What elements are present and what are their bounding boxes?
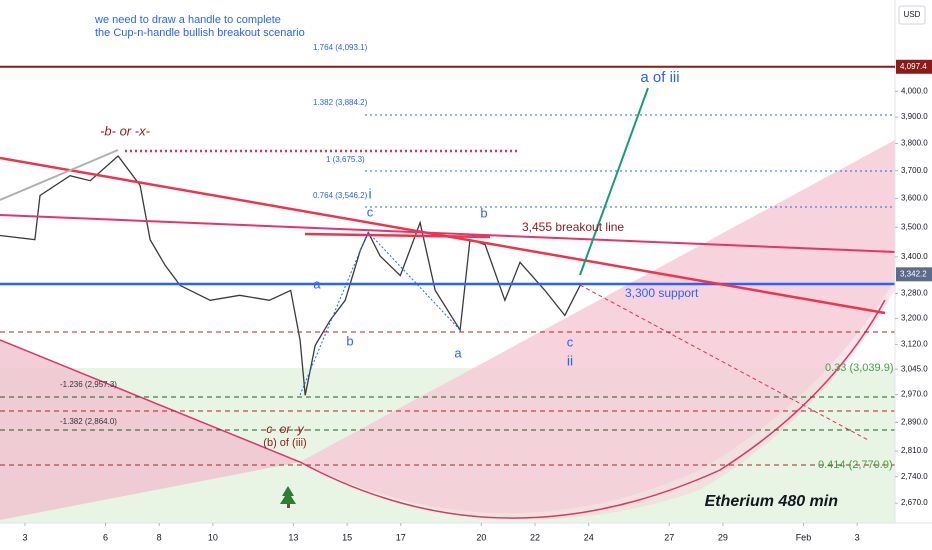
cup-curve [0,299,886,519]
x-tick-label: 29 [718,532,728,542]
dashed-line [579,284,869,441]
drawings [0,87,896,466]
y-tick-label: 2,970.0 [901,390,928,399]
y-tick-label: 3,700.0 [901,166,928,175]
annotation: 1 (3,675.3) [326,155,365,164]
annotation: a of iii [640,69,679,86]
annotation: (b) of (iii) [263,437,306,449]
annotation: a [454,345,462,360]
y-tick-label: 3,600.0 [901,194,928,203]
price-tag [896,59,932,74]
annotation: the Cup-n-handle bullish breakout scenar… [95,27,305,39]
y-tick-label: 3,280.0 [901,289,928,298]
price-tag-label: 3,342.2 [900,269,927,278]
wedge-line [0,149,119,201]
annotation: 0.33 (3,039.9) [825,362,894,374]
x-tick-label: 13 [288,532,298,542]
annotation: b [346,333,353,348]
y-tick-label: 3,200.0 [901,314,928,323]
annotation: Etherium 480 min [705,493,839,510]
annotation: 3,300 support [625,286,699,300]
tree-icon [280,486,296,504]
annotation: i [368,186,371,202]
x-tick-label: 10 [208,532,218,542]
wave-line [299,231,369,396]
x-tick-label: 24 [584,532,594,542]
annotation: -1.382 (2,864.0) [60,417,117,426]
annotation: b [480,205,487,220]
y-tick-label: 3,045.0 [901,364,928,373]
breakout-line [304,232,491,239]
y-tick-label: 3,500.0 [901,222,928,231]
x-tick-label: 15 [342,532,352,542]
wave-line [367,231,461,331]
x-tick-label: 17 [396,532,406,542]
x-tick-label: 3 [855,532,860,542]
annotation: -1.236 (2,957.3) [60,380,117,389]
y-tick-label: 2,810.0 [901,446,928,455]
annotation: c [567,334,574,349]
annotation: a [313,276,321,291]
annotation: 3,455 breakout line [522,220,624,234]
tree-trunk [287,504,290,508]
price-tag [896,267,932,282]
trend-line [0,214,896,253]
y-tick-label: 2,890.0 [901,418,928,427]
annotation: 1.764 (4,093.1) [313,43,368,52]
y-tick-label: 3,900.0 [901,112,928,121]
y-tick-label: 2,670.0 [901,498,928,507]
projection-line [579,87,649,276]
annotation: 0.764 (3,546.2) [313,191,368,200]
price-tag-label: 4,097.4 [900,62,927,71]
wedge-shade-lower [300,140,895,520]
annotation: 0.414 (2,770.9) [818,459,893,471]
currency-box[interactable] [898,5,926,25]
x-tick-label: 6 [103,532,108,542]
x-tick-label: 20 [476,532,486,542]
x-tick-label: 3 [22,532,27,542]
y-tick-label: 3,400.0 [901,252,928,261]
y-tick-label: 3,800.0 [901,139,928,148]
x-tick-label: 27 [664,532,674,542]
annotation: -c- or -y- [262,422,307,436]
annotation: -b- or -x- [100,123,151,138]
cup-shade [0,340,300,520]
currency: USD [904,10,921,19]
annotation: 1.382 (3,884.2) [313,98,368,107]
annotation: c [367,204,374,219]
y-tick-label: 2,740.0 [901,472,928,481]
x-tick-label: Feb [796,532,812,542]
x-tick-label: 8 [157,532,162,542]
x-tick-label: 22 [530,532,540,542]
y-tick-label: 4,000.0 [901,86,928,95]
annotation: ii [567,353,573,369]
annotation: we need to draw a handle to complete [94,14,281,26]
y-tick-label: 3,120.0 [901,340,928,349]
